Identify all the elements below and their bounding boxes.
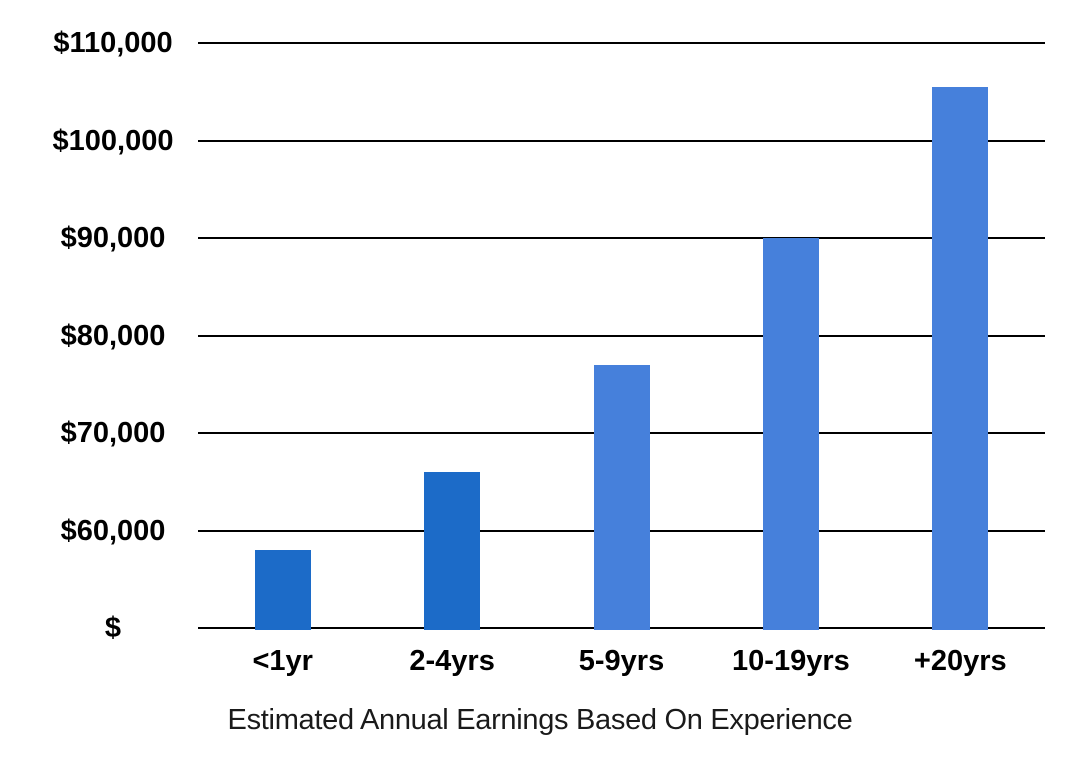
x-axis-tick-label: 5-9yrs: [578, 645, 665, 677]
x-axis-tick-label: +20yrs: [913, 645, 1007, 677]
bar-2-4yrs: [424, 472, 481, 630]
y-axis-tick-label: $60,000: [60, 514, 166, 547]
chart-title: Estimated Annual Earnings Based On Exper…: [227, 704, 853, 736]
x-axis-tick-label: <1yr: [252, 645, 313, 677]
bar-<1yr: [254, 550, 311, 630]
y-axis-tick-label: $90,000: [60, 222, 166, 254]
gridline: [198, 139, 1045, 142]
x-axis-tick-label: 10-19yrs: [732, 645, 850, 677]
y-axis-tick-label: $70,000: [60, 417, 166, 449]
gridline: [198, 42, 1045, 44]
bar-5-9yrs: [593, 364, 650, 630]
bar-+20yrs: [932, 86, 989, 630]
y-axis-tick-label: $100,000: [52, 124, 174, 157]
x-axis-tick-label: 2-4yrs: [409, 645, 495, 677]
y-axis-tick-label: $: [104, 612, 122, 644]
gridline: [198, 334, 1045, 337]
y-axis-tick-label: $80,000: [60, 319, 166, 352]
bar-10-19yrs: [762, 238, 819, 630]
gridline: [198, 237, 1045, 239]
y-axis-tick-label: $110,000: [53, 27, 173, 59]
